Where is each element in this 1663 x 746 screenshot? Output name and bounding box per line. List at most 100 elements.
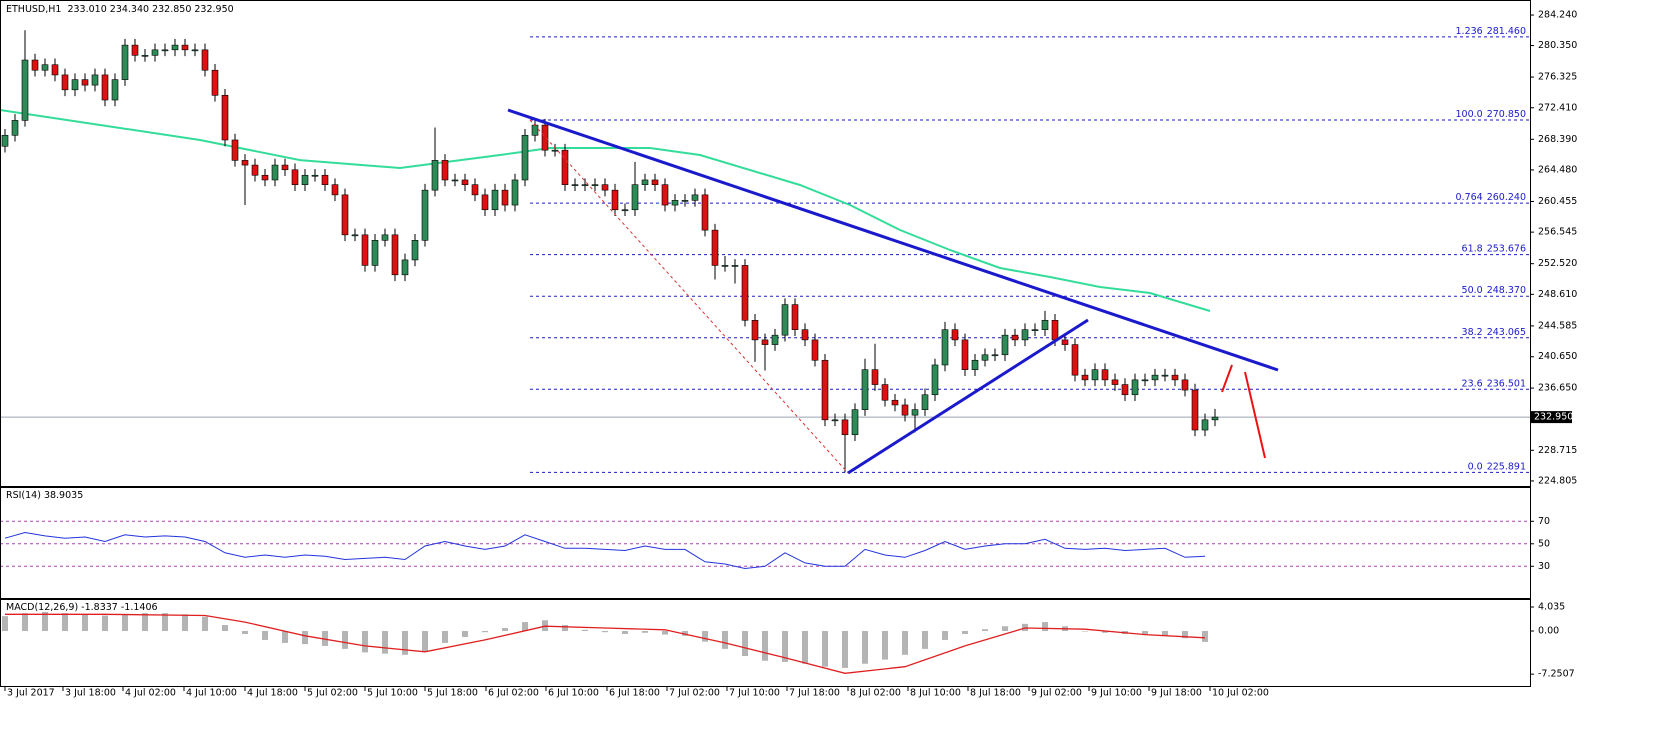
last-price-label: 232.950	[1534, 412, 1573, 423]
macd-bar	[282, 631, 288, 643]
fib-level: 0.0	[1468, 461, 1483, 472]
candle-body	[791, 304, 799, 330]
candle-body	[851, 409, 859, 436]
candle-body	[31, 59, 39, 71]
candle-body	[431, 160, 439, 191]
candle-body	[921, 394, 929, 410]
y-tick-label: 30	[1538, 561, 1550, 572]
x-tick-label: 7 Jul 02:00	[669, 688, 720, 699]
macd-bar	[562, 625, 568, 632]
candle-body	[441, 160, 449, 181]
rsi-frame	[0, 487, 1531, 599]
candle-body	[551, 149, 559, 152]
candle-body	[211, 69, 219, 96]
x-tick-label: 8 Jul 02:00	[850, 688, 901, 699]
macd-bar	[662, 631, 668, 635]
fib-level-label: 38.2 243.065	[1462, 326, 1526, 337]
x-tick-label: 3 Jul 2017	[7, 688, 55, 699]
candle-body	[1211, 416, 1219, 421]
candle-body	[311, 174, 319, 177]
candle-body	[451, 179, 459, 182]
y-tick-label: 240.650	[1538, 351, 1577, 362]
macd-bar	[382, 631, 388, 654]
y-tick-label: 50	[1538, 538, 1550, 549]
x-tick-label: 8 Jul 10:00	[910, 688, 961, 699]
fib-level-label: 0.0 225.891	[1468, 461, 1526, 472]
candle-body	[361, 234, 369, 266]
macd-bar	[1162, 631, 1168, 636]
macd-bar	[102, 615, 108, 632]
candle-body	[161, 49, 169, 52]
macd-bar	[1182, 631, 1188, 639]
fib-anchor-line	[529, 119, 849, 474]
macd-bar	[682, 631, 688, 636]
x-tick-label: 10 Jul 02:00	[1212, 688, 1269, 699]
macd-bar	[902, 631, 908, 655]
candle-body	[71, 79, 79, 91]
drawings	[507, 108, 1279, 475]
candle-body	[1081, 374, 1089, 381]
candle-body	[971, 359, 979, 370]
macd-bar	[242, 631, 248, 634]
candle-body	[1061, 339, 1069, 345]
candle-body	[401, 259, 409, 276]
fib-price: 225.891	[1487, 461, 1526, 472]
candle-body	[1131, 379, 1139, 396]
x-tick-label: 3 Jul 18:00	[65, 688, 116, 699]
candle-body	[251, 164, 259, 176]
macd-bar	[602, 631, 608, 633]
y-tick-label: 276.325	[1538, 72, 1577, 83]
x-tick-label: 6 Jul 02:00	[488, 688, 539, 699]
fib-level-label: 1.236 281.460	[1456, 25, 1527, 36]
candle-body	[1121, 384, 1129, 396]
fib-level: 100.0	[1456, 108, 1483, 119]
macd-bar	[622, 631, 628, 634]
panel-title: RSI(14) 38.9035	[6, 490, 83, 501]
candle-body	[1011, 334, 1019, 341]
candle-body	[801, 329, 809, 341]
candle-body	[1141, 379, 1149, 382]
candle-body	[881, 384, 889, 401]
candle-body	[1091, 369, 1099, 381]
x-tick-label: 4 Jul 10:00	[186, 688, 237, 699]
macd-bar	[202, 616, 208, 632]
candle-body	[351, 234, 359, 237]
x-tick-label: 9 Jul 18:00	[1151, 688, 1202, 699]
macd-bar	[802, 631, 808, 664]
candle-body	[821, 359, 829, 421]
fib-level-label: 23.6 236.501	[1462, 378, 1526, 389]
y-tick-label: 4.035	[1538, 601, 1565, 612]
y-tick-label: 268.390	[1538, 134, 1577, 145]
candle-body	[221, 95, 229, 141]
candle-body	[621, 209, 629, 212]
candle-body	[1181, 379, 1189, 391]
fib-level: 50.0	[1462, 285, 1483, 296]
candle-body	[481, 194, 489, 211]
candle-body	[201, 49, 209, 71]
fib-price: 253.676	[1487, 243, 1526, 254]
x-tick-label: 7 Jul 10:00	[729, 688, 780, 699]
macd-bar	[342, 631, 348, 649]
candle-body	[661, 184, 669, 206]
candle-body	[831, 419, 839, 422]
candle-body	[681, 200, 689, 202]
candle-body	[751, 319, 759, 341]
candle-body	[131, 44, 139, 56]
macd-bar	[742, 631, 748, 657]
macd-bar	[82, 614, 88, 632]
macd-bar	[142, 613, 148, 632]
candle-body	[101, 74, 109, 101]
candle-body	[1191, 389, 1199, 431]
candle-body	[91, 74, 99, 86]
candle-body	[911, 409, 919, 416]
title-ohlc: 233.010 234.340 232.850 232.950	[67, 4, 233, 15]
macd-bar	[882, 631, 888, 660]
candle-body	[691, 194, 699, 201]
candle-body	[531, 124, 539, 136]
y-tick-label: 256.545	[1538, 227, 1577, 238]
candle-body	[731, 265, 739, 267]
fib-price: 243.065	[1487, 326, 1526, 337]
candle-body	[581, 184, 589, 186]
macd-bar	[22, 613, 28, 632]
y-tick-label: 228.715	[1538, 445, 1577, 456]
